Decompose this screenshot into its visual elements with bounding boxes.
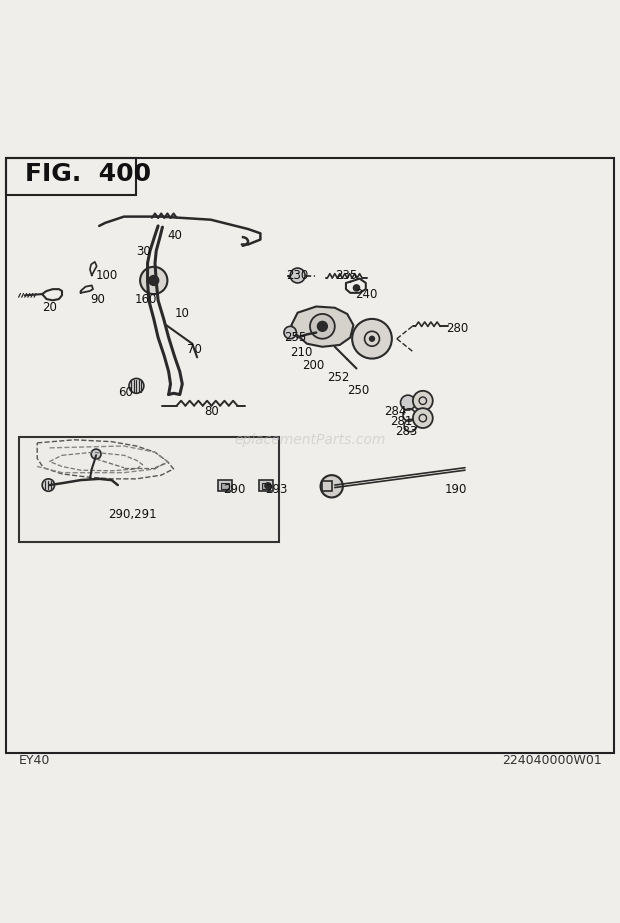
Text: 160: 160: [135, 293, 157, 306]
Circle shape: [284, 327, 296, 339]
Circle shape: [413, 390, 433, 411]
Bar: [259, 480, 273, 491]
Text: eplacementParts.com: eplacementParts.com: [234, 433, 386, 447]
Circle shape: [401, 395, 415, 410]
Text: 290,291: 290,291: [108, 508, 157, 521]
Circle shape: [413, 408, 433, 428]
Bar: [221, 483, 229, 489]
Circle shape: [91, 450, 101, 459]
Text: 240: 240: [355, 288, 377, 301]
Text: 280: 280: [446, 322, 469, 335]
Text: 90: 90: [90, 293, 105, 306]
Text: 60: 60: [118, 386, 133, 399]
Circle shape: [370, 336, 374, 342]
Bar: [322, 481, 332, 491]
Text: 293: 293: [265, 483, 288, 496]
Text: EY40: EY40: [19, 754, 50, 767]
Polygon shape: [291, 306, 353, 347]
Circle shape: [353, 285, 360, 291]
Circle shape: [352, 319, 392, 358]
Text: 210: 210: [290, 346, 312, 359]
Text: 30: 30: [136, 246, 151, 258]
Circle shape: [129, 378, 144, 393]
Text: 252: 252: [327, 371, 349, 384]
Circle shape: [149, 275, 159, 285]
Text: 255: 255: [284, 331, 306, 344]
Text: 290: 290: [223, 483, 246, 496]
Text: 284: 284: [384, 405, 407, 418]
Text: 70: 70: [187, 343, 202, 356]
Polygon shape: [19, 437, 279, 542]
Text: 40: 40: [167, 229, 182, 242]
Text: 235: 235: [335, 269, 357, 282]
Text: 10: 10: [175, 307, 190, 320]
Text: 250: 250: [347, 384, 370, 397]
Bar: [262, 483, 270, 489]
Circle shape: [265, 483, 271, 489]
Text: 281: 281: [391, 414, 413, 427]
Bar: [218, 480, 232, 491]
Text: 224040000W01: 224040000W01: [502, 754, 601, 767]
Text: 200: 200: [303, 359, 325, 372]
Circle shape: [42, 479, 55, 491]
Text: FIG.  400: FIG. 400: [25, 162, 151, 186]
Circle shape: [317, 321, 327, 331]
Text: 190: 190: [445, 483, 467, 496]
Text: 100: 100: [96, 269, 118, 282]
Circle shape: [310, 314, 335, 339]
Circle shape: [321, 475, 343, 497]
Text: 80: 80: [205, 405, 219, 418]
Circle shape: [140, 267, 167, 294]
Text: 230: 230: [286, 269, 309, 282]
Circle shape: [290, 268, 305, 283]
Text: 20: 20: [42, 301, 57, 314]
Text: 283: 283: [396, 426, 418, 438]
